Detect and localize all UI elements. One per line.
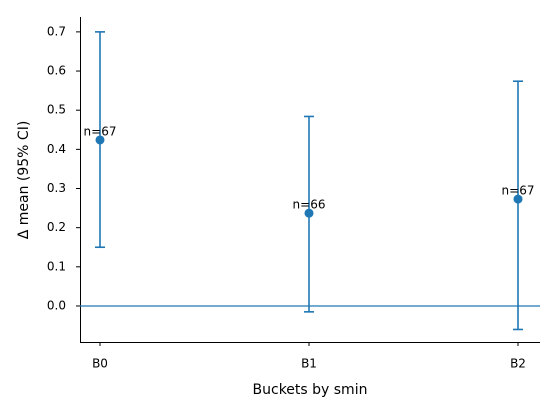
y-tick-label: 0.0 <box>47 298 66 312</box>
point <box>304 208 314 218</box>
y-axis-label: Δ mean (95% CI) <box>16 121 32 240</box>
point <box>513 194 523 204</box>
annotation: n=66 <box>293 198 326 212</box>
y-tick-label: 0.4 <box>47 142 66 156</box>
y-tick-label: 0.5 <box>47 103 66 117</box>
annotation: n=67 <box>84 124 117 138</box>
x-axis-label: Buckets by smin <box>253 382 368 398</box>
point <box>95 135 105 145</box>
y-tick-label: 0.3 <box>47 181 66 195</box>
y-tick-label: 0.6 <box>47 64 66 78</box>
x-tick-label: B1 <box>301 357 317 371</box>
x-tick-label: B2 <box>510 357 526 371</box>
y-tick-label: 0.1 <box>47 259 66 273</box>
annotation: n=67 <box>502 184 535 198</box>
x-tick-label: B0 <box>92 357 108 371</box>
y-tick-label: 0.7 <box>47 24 66 38</box>
y-tick-label: 0.2 <box>47 220 66 234</box>
